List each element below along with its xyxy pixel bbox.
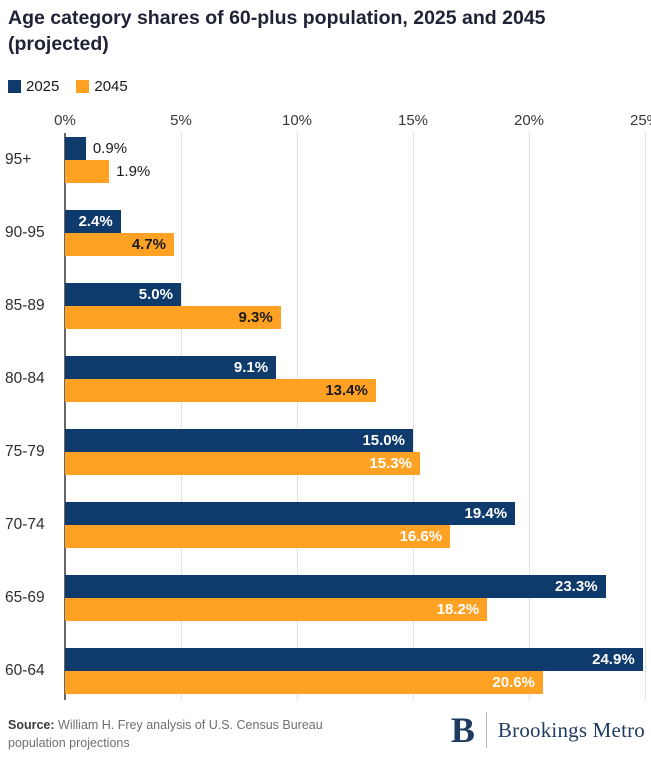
bar-2025 — [65, 283, 181, 306]
gridline — [645, 133, 646, 700]
bar-2025 — [65, 137, 86, 160]
bar-2045 — [65, 160, 110, 183]
bar-2025 — [65, 429, 413, 452]
bar-value-label: 15.0% — [362, 432, 405, 449]
category-label: 65-69 — [5, 589, 45, 606]
bar-2025 — [65, 210, 121, 233]
bar-2025 — [65, 356, 277, 379]
y-axis-line — [64, 133, 66, 700]
bar-value-label: 16.6% — [399, 528, 443, 545]
bar-value-label: 24.9% — [592, 651, 635, 668]
category-label: 90-95 — [5, 224, 45, 241]
brookings-logo: B Brookings Metro — [451, 710, 645, 750]
source-label: Source: — [8, 718, 55, 732]
bar-2025 — [65, 575, 606, 598]
bar-2045 — [65, 379, 376, 402]
bar-value-label: 15.3% — [369, 455, 412, 472]
bar-value-label: 5.0% — [138, 286, 173, 303]
bar-2045 — [65, 233, 175, 256]
bar-value-label: 9.3% — [238, 309, 273, 326]
bar-2045 — [65, 306, 281, 329]
category-label: 75-79 — [5, 443, 45, 460]
bar-value-label: 2.4% — [78, 213, 113, 230]
bar-value-label: 1.9% — [116, 163, 151, 180]
bar-value-label: 19.4% — [464, 505, 508, 522]
x-tick-label: 15% — [397, 112, 429, 129]
category-label: 80-84 — [5, 370, 45, 387]
legend-label: 2025 — [26, 78, 60, 95]
gridline — [181, 133, 182, 700]
bar-value-label: 13.4% — [325, 382, 368, 399]
legend-item-2025: 2025 — [8, 78, 59, 95]
category-label: 85-89 — [5, 297, 45, 314]
category-label: 60-64 — [5, 662, 45, 679]
legend: 2025 2045 — [8, 78, 128, 95]
category-label: 70-74 — [5, 516, 45, 533]
x-tick-label: 10% — [281, 112, 313, 129]
legend-item-2045: 2045 — [76, 78, 128, 95]
logo-wordmark: Brookings Metro — [497, 717, 645, 742]
x-tick-label: 5% — [170, 112, 192, 129]
bar-value-label: 0.9% — [92, 140, 128, 157]
legend-swatch-2025 — [8, 80, 21, 93]
bar-2025 — [65, 502, 516, 525]
category-label: 95+ — [5, 151, 32, 168]
bar-2045 — [65, 598, 488, 621]
bar-value-label: 9.1% — [233, 359, 269, 376]
x-tick-label: 20% — [513, 112, 545, 129]
bar-value-label: 23.3% — [555, 578, 598, 595]
bar-value-label: 20.6% — [492, 674, 535, 691]
logo-divider — [485, 712, 487, 748]
bar-2045 — [65, 452, 420, 475]
bar-value-label: 18.2% — [436, 601, 480, 618]
bar-chart: 0% 5% 10% 15% 20% 25% 95+ 0.9% 1.9% 90-95 2.4% 4.7… — [0, 110, 651, 702]
legend-swatch-2045 — [76, 80, 90, 93]
gridline — [413, 133, 414, 700]
x-tick-label: 0% — [54, 112, 76, 129]
bar-2025 — [65, 648, 643, 671]
gridline — [297, 133, 298, 700]
bar-2045 — [65, 671, 543, 694]
source-text: William H. Frey analysis of U.S. Census … — [8, 718, 323, 751]
bar-2045 — [65, 525, 451, 548]
gridline — [529, 133, 530, 700]
page-title: Age category shares of 60-plus populatio… — [8, 7, 546, 55]
brookings-b-logo-icon: B — [450, 710, 475, 750]
plot-area: 95+ 0.9% 1.9% 90-95 2.4% 4.7% 85-89 5.0% 9.3% 80-… — [5, 133, 646, 700]
x-tick-label: 25% — [629, 112, 651, 129]
legend-label: 2045 — [94, 78, 128, 95]
source-note: Source: William H. Frey analysis of U.S.… — [8, 716, 378, 752]
bar-value-label: 4.7% — [131, 236, 167, 253]
